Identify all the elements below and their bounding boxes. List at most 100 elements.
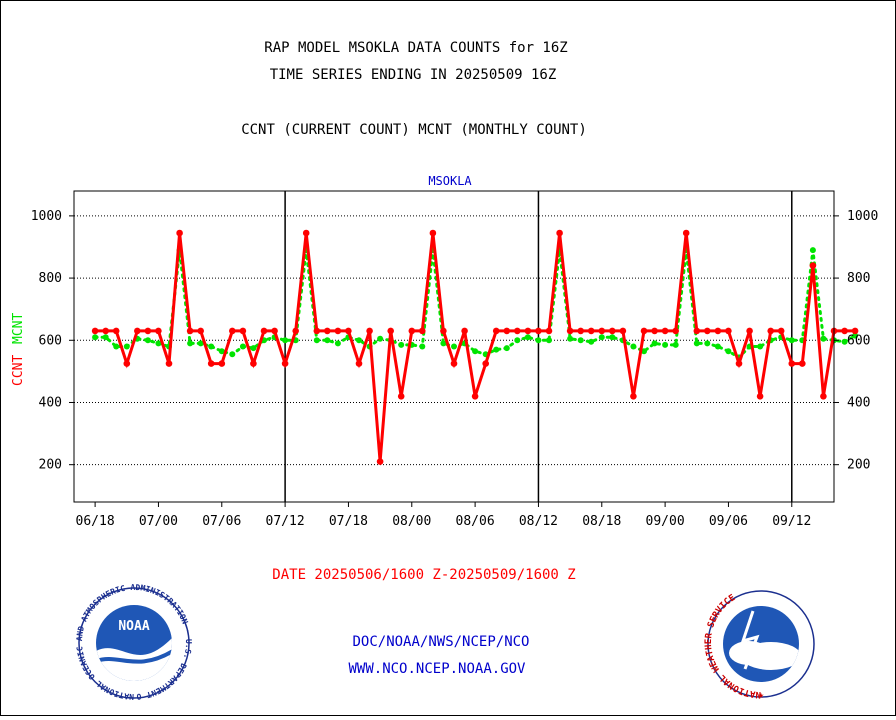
mcnt-point (841, 338, 848, 345)
mcnt-point (588, 338, 595, 345)
ccnt-point (91, 327, 99, 335)
ccnt-point (566, 327, 574, 335)
ccnt-point (714, 327, 722, 335)
ccnt-point (397, 393, 405, 400)
y-tick-label-left: 1000 (31, 209, 62, 224)
mcnt-point (102, 334, 109, 341)
mcnt-point (535, 337, 542, 344)
mcnt-point (609, 334, 616, 341)
ccnt-point (461, 327, 468, 335)
mcnt-point (725, 348, 732, 355)
nws-star-icon: ★ (758, 690, 764, 701)
chart-title-line2: TIME SERIES ENDING IN 20250509 16Z (270, 67, 557, 83)
ccnt-point (387, 327, 395, 335)
mcnt-point (704, 340, 711, 347)
mcnt-point (567, 335, 574, 342)
ccnt-point (239, 327, 247, 335)
mcnt-point (757, 343, 764, 350)
ccnt-point (376, 458, 384, 465)
mcnt-point (503, 345, 510, 352)
ccnt-point (450, 360, 458, 367)
mcnt-point (788, 337, 795, 344)
plot-border (73, 190, 835, 503)
ccnt-point (545, 327, 553, 335)
mcnt-point (472, 348, 479, 355)
x-tick-label: 07/00 (139, 514, 178, 529)
ccnt-point (176, 229, 183, 237)
mcnt-point (546, 337, 552, 344)
noaa-center-text: NOAA (118, 619, 149, 634)
ccnt-point (820, 393, 827, 400)
mcnt-point (852, 332, 859, 339)
mcnt-point (313, 337, 320, 344)
mcnt-point (493, 346, 500, 353)
mcnt-point (144, 337, 151, 344)
ccnt-point (355, 360, 363, 367)
ccnt-point (609, 327, 616, 335)
ccnt-point (777, 327, 785, 335)
ccnt-point (102, 327, 109, 335)
x-tick-label: 08/00 (392, 514, 431, 529)
ccnt-point (841, 327, 848, 335)
mcnt-point (440, 340, 447, 347)
y-tick-label-left: 600 (39, 333, 62, 348)
nws-logo: NATIONAL WEATHER SERVICE ★ (704, 590, 815, 701)
ccnt-point (693, 327, 701, 335)
mcnt-point (577, 337, 584, 344)
y-tick-label-right: 1000 (847, 209, 878, 224)
x-tick-label: 08/18 (582, 514, 621, 529)
ccnt-point (514, 327, 521, 335)
y-tick-label-left: 400 (39, 395, 62, 410)
x-tick-label: 07/12 (266, 514, 305, 529)
ccnt-point (419, 327, 426, 335)
y-tick-label-right: 800 (847, 271, 870, 286)
ylabel-mcnt: MCNT (11, 313, 26, 344)
ccnt-point (682, 229, 690, 237)
y-tick-label-right: 400 (847, 395, 870, 410)
ccnt-point (630, 393, 637, 400)
mcnt-point (820, 335, 827, 342)
mcnt-point (641, 348, 647, 355)
mcnt-point (672, 341, 679, 348)
ccnt-point (281, 360, 289, 367)
ccnt-point (429, 229, 437, 237)
ccnt-point (524, 327, 532, 335)
mcnt-point (123, 343, 130, 350)
ccnt-point (661, 327, 669, 335)
ccnt-point (313, 327, 321, 335)
ccnt-point (788, 360, 796, 367)
y-tick-label-right: 600 (847, 333, 870, 348)
ccnt-point (556, 229, 563, 237)
date-range-label: DATE 20250506/1600 Z-20250509/1600 Z (272, 567, 575, 583)
ccnt-point (640, 327, 648, 335)
ccnt-point (165, 360, 173, 367)
series-layer (91, 229, 859, 465)
y-tick-label-right: 200 (847, 458, 870, 473)
ccnt-point (746, 327, 753, 335)
x-tick-label: 09/00 (646, 514, 685, 529)
ccnt-point (218, 360, 226, 367)
mcnt-point (92, 334, 99, 341)
ccnt-point (155, 327, 162, 335)
ccnt-point (302, 229, 310, 237)
ccnt-point (587, 327, 595, 335)
ccnt-point (756, 393, 764, 400)
ccnt-point (535, 327, 542, 335)
ccnt-point (144, 327, 152, 335)
ccnt-point (260, 327, 268, 335)
mcnt-point (324, 337, 331, 344)
station-label: MSOKLA (428, 174, 472, 188)
mcnt-point (155, 340, 162, 347)
ccnt-point (345, 327, 352, 335)
ccnt-point (207, 360, 215, 367)
footer-website-link[interactable]: WWW.NCO.NCEP.NOAA.GOV (348, 661, 526, 677)
x-tick-label: 07/18 (329, 514, 368, 529)
mcnt-series-line (93, 249, 857, 360)
mcnt-point (714, 343, 721, 350)
ccnt-point (598, 327, 606, 335)
footer-doc-link[interactable]: DOC/NOAA/NWS/NCEP/NCO (352, 634, 529, 650)
mcnt-point (250, 345, 257, 352)
mcnt-point (809, 247, 816, 254)
chart-title-line1: RAP MODEL MSOKLA DATA COUNTS for 16Z (264, 40, 567, 56)
